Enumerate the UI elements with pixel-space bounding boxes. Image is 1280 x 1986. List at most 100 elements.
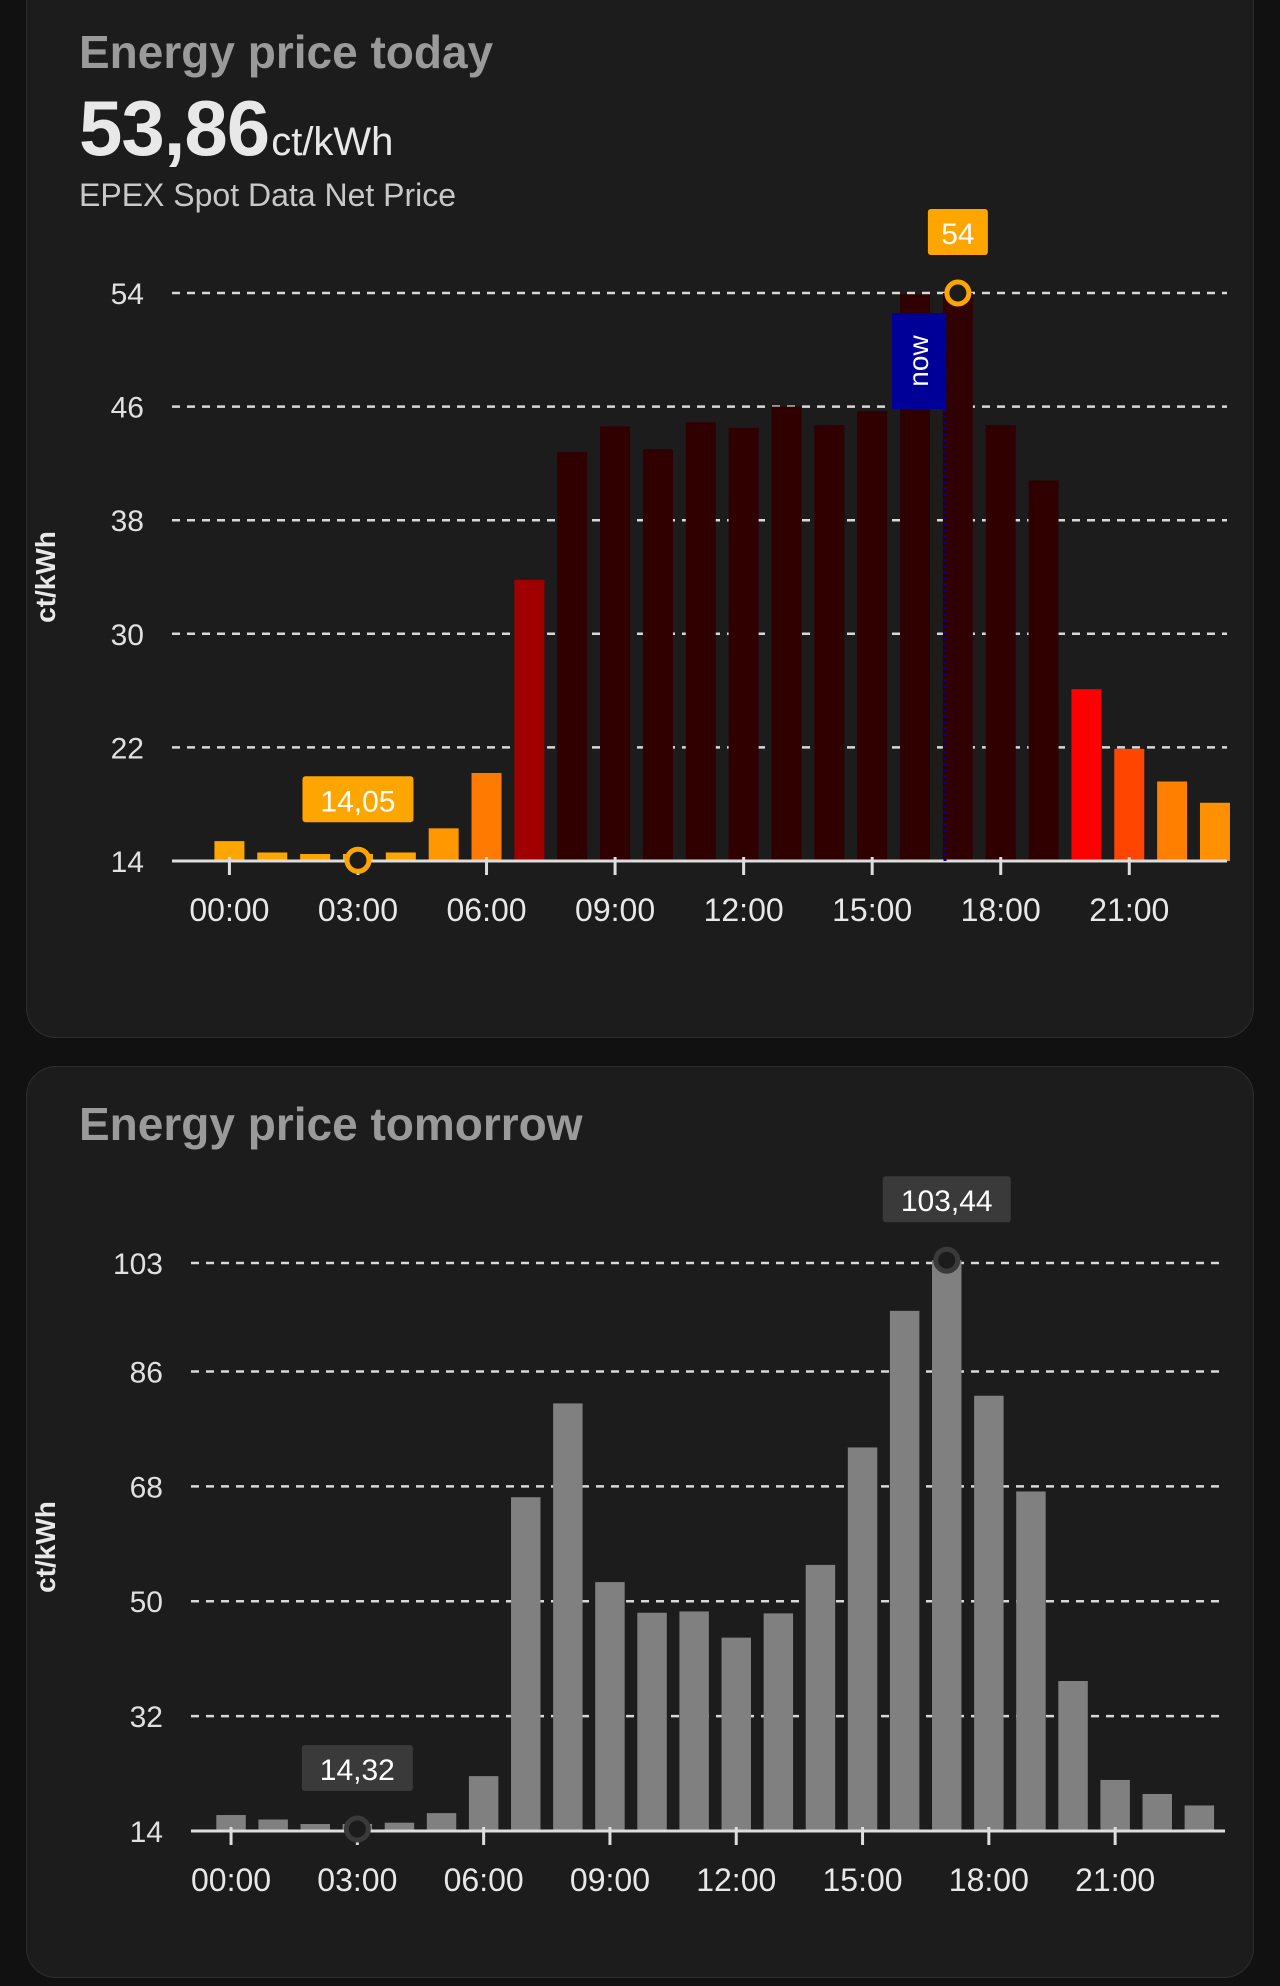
y-tick-label: 32 [130, 1701, 163, 1734]
y-tick-label: 30 [111, 619, 144, 652]
current-price: 53,86ct/kWh [79, 83, 393, 174]
bar [728, 427, 759, 861]
x-tick-label: 21:00 [1089, 892, 1169, 928]
x-tick-label: 15:00 [832, 892, 912, 928]
bar [428, 828, 459, 861]
max-label-box [882, 1176, 1011, 1223]
bar [763, 1613, 794, 1831]
x-tick-label: 00:00 [189, 892, 269, 928]
y-tick-label: 54 [111, 278, 144, 311]
y-tick-label: 103 [113, 1248, 163, 1281]
bar [1016, 1491, 1046, 1831]
bar [557, 452, 588, 861]
bar [1100, 1779, 1130, 1831]
min-value-label: 14,32 [320, 1754, 395, 1787]
y-axis-title: ct/kWh [30, 531, 61, 623]
x-tick-label: 09:00 [570, 1862, 650, 1898]
y-tick-label: 38 [111, 505, 144, 538]
bar [514, 579, 545, 861]
y-tick-label: 22 [111, 732, 144, 765]
x-tick-label: 21:00 [1075, 1862, 1155, 1898]
current-price-value: 53,86 [79, 84, 270, 172]
bar [1157, 781, 1188, 861]
bar [637, 1612, 667, 1831]
y-axis-title: ct/kWh [30, 1501, 61, 1593]
bar [889, 1310, 920, 1831]
x-tick-label: 06:00 [444, 1862, 524, 1898]
x-tick-label: 18:00 [949, 1862, 1029, 1898]
bar [814, 425, 845, 861]
bar [258, 1819, 288, 1831]
bar [974, 1395, 1004, 1831]
bar [511, 1497, 541, 1831]
bar [985, 425, 1016, 861]
bar [685, 422, 716, 861]
bar [385, 852, 416, 861]
bar [857, 410, 888, 861]
bar [468, 1776, 499, 1831]
bar [216, 1815, 246, 1831]
max-point-marker [933, 1246, 961, 1274]
energy-price-tomorrow-card: Energy price tomorrow 14 32 50 68 86 103 ct/kW… [26, 1066, 1254, 1978]
bar [1028, 480, 1059, 861]
bar [553, 1403, 583, 1831]
x-tick-label: 09:00 [575, 892, 655, 928]
x-tick-label: 03:00 [317, 1862, 397, 1898]
x-tick-label: 06:00 [446, 892, 526, 928]
bar [300, 854, 331, 861]
x-tick-label: 12:00 [696, 1862, 776, 1898]
card-subtitle: EPEX Spot Data Net Price [79, 177, 457, 213]
min-label-box [302, 776, 414, 823]
bar [771, 406, 802, 861]
bar [600, 426, 631, 861]
y-tick-label: 14 [130, 1816, 163, 1849]
now-marker: now [892, 313, 947, 409]
now-label: now [903, 335, 934, 387]
bar [932, 1260, 962, 1831]
y-tick-label: 46 [111, 392, 144, 425]
tomorrow-price-chart[interactable]: 14 32 50 68 86 103 ct/kWh 00:00 03:00 06:00 09:00 1… [27, 1067, 1255, 1979]
now-label-box [892, 313, 947, 409]
bar [300, 1824, 330, 1831]
max-point-marker [944, 279, 972, 307]
bar [471, 772, 502, 861]
y-tick-label: 68 [130, 1471, 163, 1504]
bar [1142, 1793, 1172, 1831]
current-price-unit: ct/kWh [271, 120, 394, 164]
max-value-label: 54 [941, 218, 974, 251]
bar [805, 1564, 836, 1831]
x-tick-label: 12:00 [704, 892, 784, 928]
min-point-marker [344, 846, 372, 874]
bar [642, 449, 673, 861]
bar [1184, 1805, 1215, 1831]
energy-price-today-card: Energy price today 53,86ct/kWh EPEX Spot… [26, 0, 1254, 1038]
x-tick-label: 15:00 [823, 1862, 903, 1898]
x-tick-label: 03:00 [318, 892, 398, 928]
bar [1114, 748, 1145, 861]
bar [426, 1813, 457, 1831]
bar [679, 1611, 709, 1831]
bar [847, 1447, 878, 1831]
y-tick-label: 50 [130, 1586, 163, 1619]
y-tick-label: 14 [111, 846, 144, 879]
today-price-chart[interactable]: 14 22 30 38 46 54 ct/kWh 00:00 03:00 06:00 09:00 12… [27, 0, 1255, 971]
max-label-box [927, 209, 988, 255]
bar [1199, 802, 1230, 861]
bar [595, 1582, 625, 1831]
min-value-label: 14,05 [320, 785, 395, 818]
bar [384, 1822, 415, 1831]
bar [257, 852, 288, 861]
bar [1071, 689, 1102, 861]
min-label-box [301, 1744, 413, 1791]
card-title: Energy price tomorrow [79, 1098, 583, 1150]
bar [214, 841, 245, 861]
max-value-label: 103,44 [901, 1185, 993, 1218]
x-tick-label: 00:00 [191, 1862, 271, 1898]
bar [1058, 1681, 1088, 1831]
card-title: Energy price today [79, 26, 494, 78]
bar [942, 293, 973, 861]
x-tick-label: 18:00 [961, 892, 1041, 928]
min-point-marker [343, 1815, 371, 1843]
y-tick-label: 86 [130, 1356, 163, 1389]
bar [721, 1637, 751, 1831]
